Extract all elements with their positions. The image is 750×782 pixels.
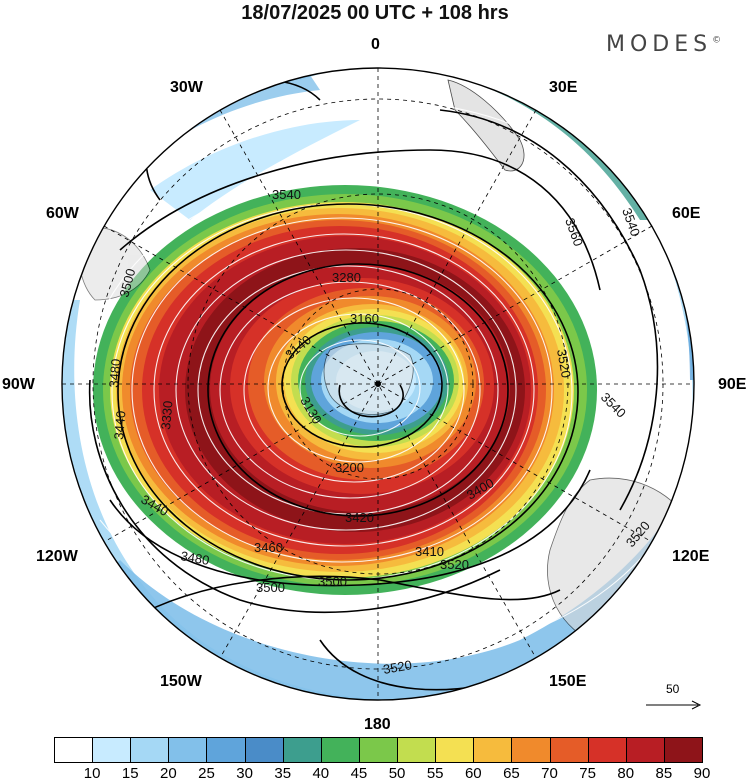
colorbar-swatch [92, 737, 132, 763]
colorbar [54, 737, 703, 763]
colorbar-tick-label: 50 [388, 765, 406, 782]
colorbar-swatch [168, 737, 208, 763]
colorbar-tick-label: 45 [350, 765, 368, 782]
height-contours [88, 79, 694, 691]
colorbar-tick-label: 65 [503, 765, 520, 782]
contour-label: 3440 [111, 410, 128, 440]
contour-label: 3330 [158, 400, 175, 430]
contour-label: 3410 [415, 544, 444, 559]
contour-label: 3540 [272, 187, 301, 202]
contour-label: 3500 [318, 574, 347, 589]
brand-copyright-mark: © [712, 35, 722, 46]
lon-label-120e: 120E [672, 548, 710, 565]
colorbar-swatch [282, 737, 322, 763]
colorbar-swatch [358, 737, 399, 763]
graticule [62, 68, 694, 700]
colorbar-swatch [320, 737, 360, 763]
colorbar-swatch [587, 737, 627, 763]
contour-label: 3520 [440, 557, 469, 572]
lon-label-60w: 60W [46, 205, 79, 222]
colorbar-swatch [397, 737, 437, 763]
contour-label: 3500 [256, 580, 285, 595]
contour-label: 3200 [335, 460, 364, 475]
colorbar-swatch [54, 737, 94, 763]
contour-label: 3480 [106, 358, 123, 388]
colorbar-tick-label: 80 [617, 765, 635, 782]
colorbar-tick-label: 35 [274, 765, 292, 782]
contour-label: 3460 [254, 540, 283, 555]
colorbar-tick-label: 60 [464, 765, 482, 782]
lon-label-30w: 30W [170, 79, 203, 96]
colorbar-tick-label: 10 [83, 765, 101, 782]
colorbar-tick-label: 40 [312, 765, 330, 782]
colorbar-swatch [663, 737, 703, 763]
colorbar-tick-label: 20 [160, 765, 177, 782]
colorbar-swatch [625, 737, 665, 763]
contour-label: 3520 [554, 348, 574, 379]
colorbar-tick-label: 90 [693, 765, 711, 782]
contour-label: 3480 [179, 548, 210, 568]
colorbar-tick-label: 25 [198, 765, 215, 782]
map-title: 18/07/2025 00 UTC + 108 hrs [241, 2, 509, 24]
map-boundary [61, 67, 695, 701]
colorbar-tick-label: 15 [121, 765, 139, 782]
lon-label-30e: 30E [549, 79, 578, 96]
lon-label-90e: 90E [718, 376, 747, 393]
colorbar-swatch [435, 737, 475, 763]
colorbar-swatch [206, 737, 246, 763]
lon-label-60e: 60E [672, 205, 701, 222]
brand-logo: MODES© [606, 32, 721, 57]
colorbar-tick-label: 85 [655, 765, 673, 782]
contour-label: 3520 [382, 657, 413, 677]
reference-vector-label: 50 [666, 682, 680, 696]
colorbar-swatch [549, 737, 589, 763]
lon-label-0: 0 [371, 36, 380, 53]
contour-label: 3500 [116, 267, 138, 299]
contour-label: 3280 [332, 270, 361, 285]
wind-speed-field [62, 68, 694, 700]
colorbar-swatch [473, 737, 513, 763]
lon-label-150w: 150W [160, 673, 202, 690]
lon-label-180: 180 [364, 716, 391, 733]
colorbar-tick-label: 75 [579, 765, 596, 782]
colorbar-swatch [130, 737, 170, 763]
colorbar-swatch [244, 737, 284, 763]
contour-label: 3420 [345, 510, 374, 525]
colorbar-tick-label: 70 [541, 765, 558, 782]
lon-label-150e: 150E [549, 673, 587, 690]
colorbar-tick-label: 30 [236, 765, 253, 782]
colorbar-tick-label: 55 [426, 765, 444, 782]
lon-label-90w: 90W [2, 376, 35, 393]
lon-label-120w: 120W [36, 548, 78, 565]
contour-label: 3160 [350, 311, 379, 326]
colorbar-swatch [511, 737, 551, 763]
brand-name: MODES [606, 32, 713, 57]
